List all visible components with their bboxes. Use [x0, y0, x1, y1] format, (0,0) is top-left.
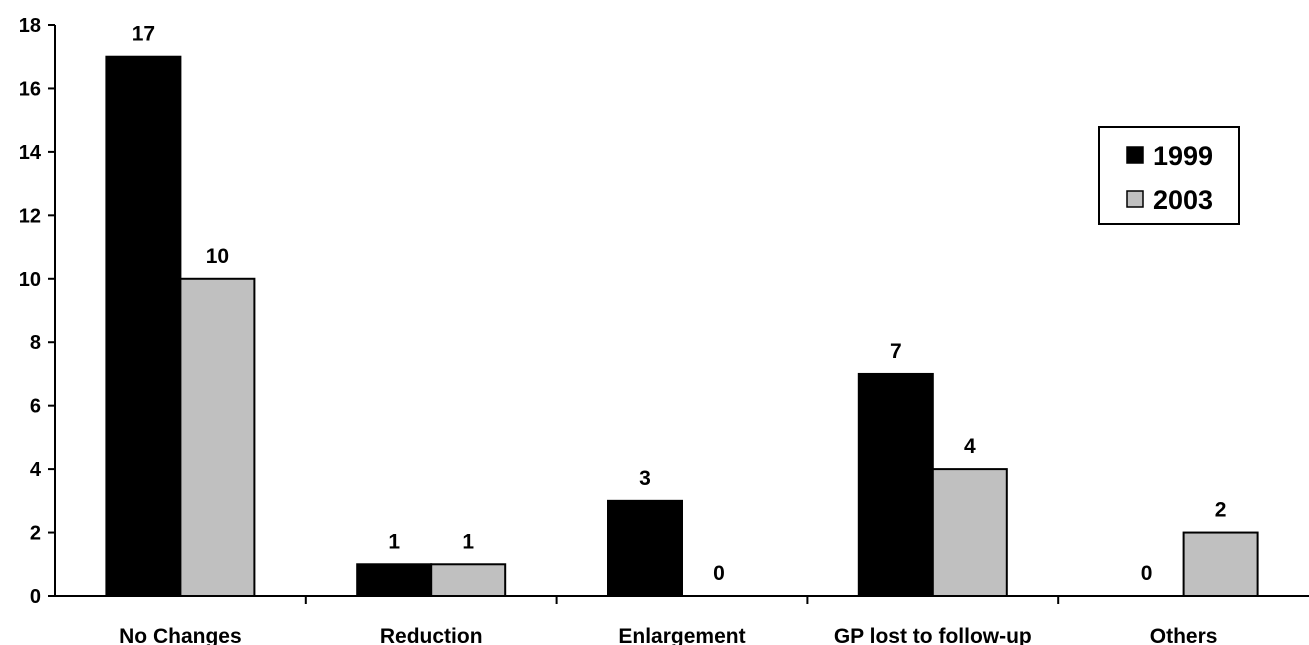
- bars: [105, 55, 1259, 598]
- y-tick-label: 4: [30, 459, 42, 481]
- data-label: 0: [713, 562, 725, 585]
- legend-swatch-1999: [1126, 146, 1144, 164]
- y-tick-label: 14: [19, 142, 42, 164]
- bar-1999-gp-lost-to-follow-up: [857, 372, 934, 598]
- y-tick-label: 6: [30, 396, 41, 418]
- bar-1999-no-changes: [105, 55, 182, 597]
- y-tick-label: 0: [30, 586, 41, 608]
- bar-2003-others: [1182, 531, 1259, 597]
- data-label: 4: [964, 435, 976, 458]
- x-category-label: No Changes: [119, 625, 242, 645]
- x-category-label: Reduction: [380, 625, 483, 645]
- y-axis: 0 2 4 6 8 10 12 14 16 18: [19, 15, 56, 608]
- bar-1999-enlargement: [607, 499, 683, 598]
- y-tick-label: 2: [30, 523, 41, 545]
- data-label: 1: [462, 530, 474, 553]
- data-label: 10: [206, 245, 229, 268]
- x-category-label: GP lost to follow-up: [834, 625, 1032, 645]
- x-category-label: Enlargement: [618, 625, 745, 645]
- bar-2003-gp-lost-to-follow-up: [931, 468, 1008, 597]
- x-category-label: Others: [1150, 625, 1218, 645]
- legend-label-1999: 1999: [1153, 141, 1213, 171]
- y-tick-label: 10: [19, 269, 41, 291]
- x-axis: No Changes Reduction Enlargement GP lost to…: [55, 595, 1309, 645]
- legend-swatch-2003: [1126, 190, 1144, 208]
- bar-2003-reduction: [430, 563, 507, 597]
- data-label: 2: [1215, 499, 1227, 522]
- y-tick-label: 8: [30, 332, 41, 354]
- legend: 1999 2003: [1098, 126, 1240, 225]
- data-label: 3: [639, 467, 651, 490]
- legend-box: [1098, 126, 1240, 225]
- legend-label-2003: 2003: [1153, 185, 1213, 215]
- data-label: 0: [1141, 562, 1153, 585]
- bar-1999-reduction: [356, 563, 433, 597]
- data-label: 17: [132, 23, 155, 46]
- data-labels: 17 10 1 1 3 0 7 4 0 2: [132, 23, 1227, 585]
- y-tick-label: 12: [19, 205, 41, 227]
- bar-2003-no-changes: [179, 277, 256, 597]
- y-tick-label: 18: [19, 15, 41, 37]
- y-tick-label: 16: [19, 78, 41, 100]
- data-label: 1: [388, 530, 400, 553]
- data-label: 7: [890, 340, 902, 363]
